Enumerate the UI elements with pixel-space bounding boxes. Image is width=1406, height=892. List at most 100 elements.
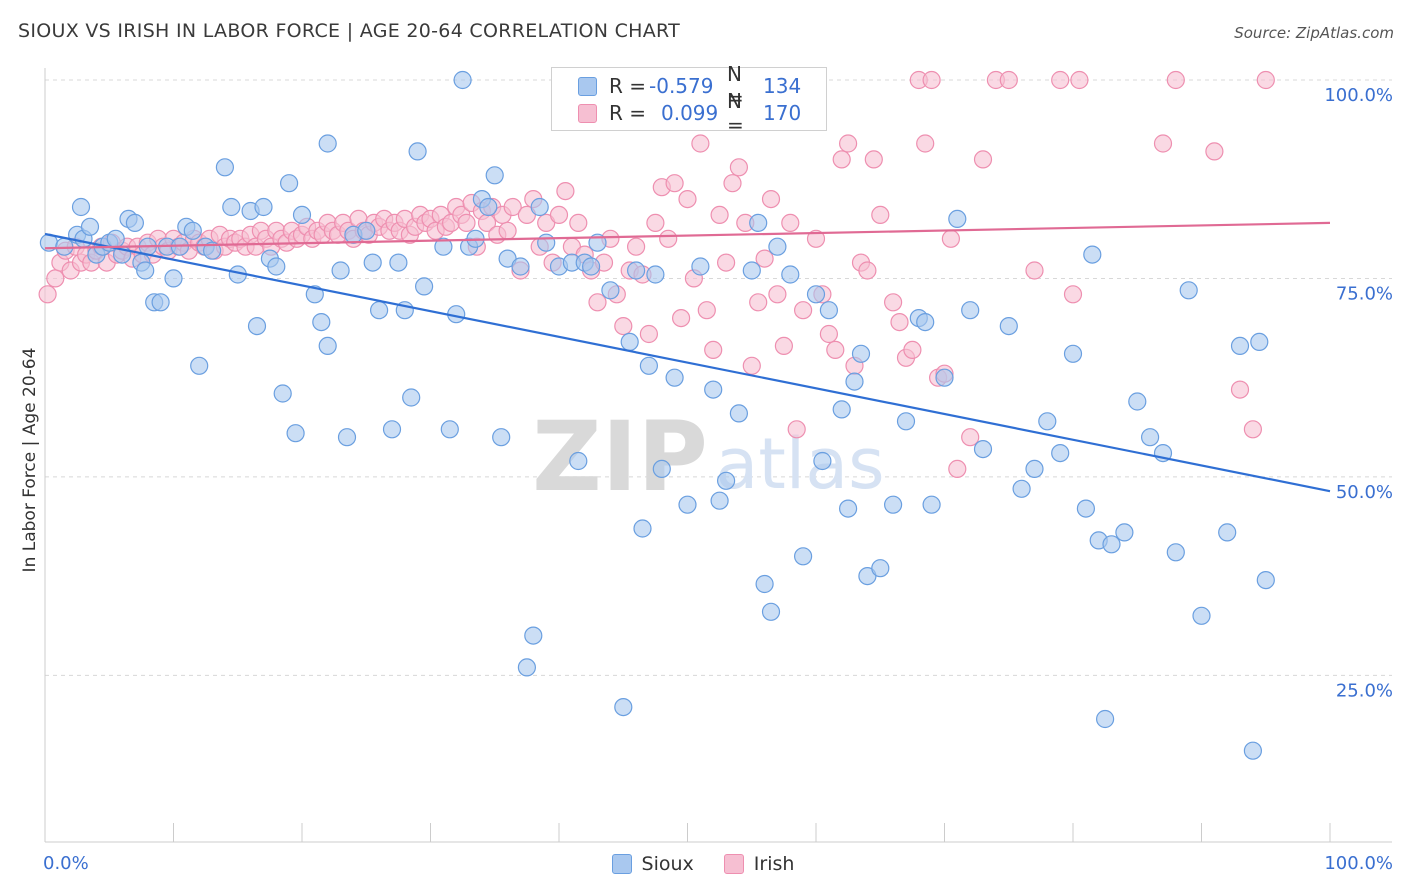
sioux-point [492,428,511,447]
sioux-point [312,313,331,332]
irish-point [858,261,877,280]
sioux-point [626,261,646,280]
sioux-point [434,237,453,256]
sioux-point [1192,606,1211,625]
irish-point [838,134,858,153]
irish-point [806,229,826,248]
irish-point [1153,134,1173,153]
sioux-point [916,313,935,332]
sioux-point [601,281,620,300]
irish-point [819,324,839,344]
sioux-point [569,451,588,471]
sioux-point [1218,523,1237,542]
irish-point [1070,70,1089,90]
sioux-point [639,356,659,375]
legend-r-value: 0.099 [661,101,719,125]
sioux-point [305,285,324,304]
legend-r-label: R = [609,74,647,98]
irish-point [710,205,729,224]
irish-point [871,205,890,224]
sioux-point [292,205,312,224]
sioux-point [453,70,472,90]
axes [44,68,1392,843]
sioux-trend-line [44,232,1331,493]
sioux-point [1256,570,1275,590]
legend-r-value: -0.579 [649,74,714,98]
sioux-point [806,285,826,304]
irish-point [723,174,742,193]
sioux-point [646,265,665,284]
sioux-point [389,253,408,272]
sioux-point [935,368,954,387]
source-label: Source: ZipAtlas.com [1234,24,1394,42]
irish-point [691,134,710,153]
irish-point [890,313,909,332]
irish-point [1051,70,1070,90]
sioux-point [883,495,903,514]
irish-point [999,70,1018,90]
y-tick-label: 25.0% [1336,680,1393,701]
irish-point [761,190,781,209]
sioux-point [999,317,1018,336]
y-tick-label: 75.0% [1336,283,1393,304]
irish-point [457,213,476,232]
irish-point [671,309,691,328]
sioux-point [871,559,890,578]
sioux-point [691,257,710,276]
bottom-legend-label-irish: Irish [753,853,795,875]
sioux-point [125,213,144,232]
sioux-point [896,412,916,431]
sioux-point [273,384,292,403]
sioux-point [440,420,459,439]
sioux-point [1140,428,1160,447]
watermark-zip: ZIP [532,401,708,513]
sioux-point [331,261,350,280]
irish-point [665,174,684,193]
sioux-point [479,197,498,217]
irish-point [626,237,646,256]
sioux-point [1102,535,1121,554]
irish-point [1230,380,1250,399]
y-tick-label: 50.0% [1336,482,1393,503]
trend-lines [44,221,1331,493]
sioux-point [203,241,222,260]
sioux-point [761,602,781,621]
sioux-point [164,269,183,288]
irish-point [646,213,665,232]
sioux-point [254,197,273,217]
sioux-point [190,356,209,375]
sioux-point [136,261,155,280]
sioux-point [768,237,787,256]
sioux-point [71,197,91,217]
irish-point [948,459,967,478]
sioux-point [267,257,286,276]
sioux-point [1128,392,1147,411]
x-tick-label: 100.0% [1324,853,1393,874]
irish-point [826,340,845,359]
sioux-point [948,209,967,228]
irish-point [38,285,57,304]
irish-point [922,70,941,90]
irish-point [716,253,736,272]
sioux-point [151,293,170,312]
irish-point [729,158,749,177]
sioux-point [1250,332,1269,351]
irish-point [755,249,774,268]
sioux-point [704,380,723,399]
irish-point [973,150,993,169]
irish-point [569,213,588,232]
sioux-point [716,471,736,490]
sioux-point [1230,336,1250,355]
irish-point [549,205,569,224]
sioux-point [845,372,864,391]
sioux-point [524,626,543,645]
irish-point [697,301,716,320]
sioux-point [517,658,537,677]
legend-n-label: N = [727,62,744,110]
sioux-point [1076,499,1096,518]
bottom-legend-label-sioux: Sioux [641,853,694,875]
sioux-point [286,424,305,443]
irish-point [864,150,883,169]
sioux-point [370,301,389,320]
legend: R = -0.579 N = 134 R = 0.099 N = 170 [551,62,827,137]
